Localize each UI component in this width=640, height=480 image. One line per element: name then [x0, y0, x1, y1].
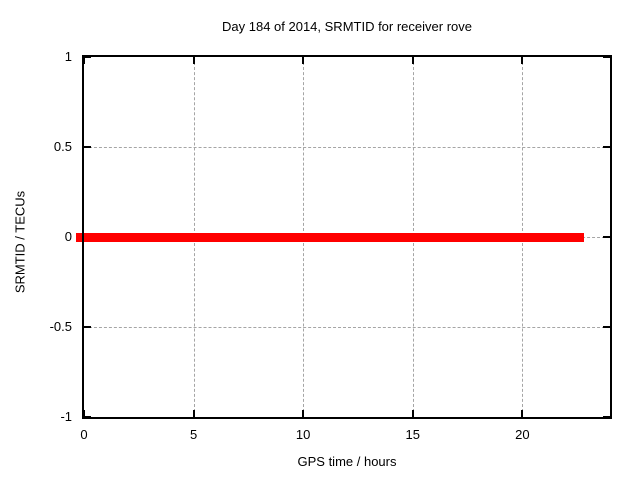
data-line-srmtid	[76, 232, 584, 242]
chart-title: Day 184 of 2014, SRMTID for receiver rov…	[222, 19, 472, 34]
gridline-horizontal	[84, 147, 610, 148]
x-tickmark-bottom	[192, 410, 195, 417]
y-tickmark-right	[603, 56, 610, 58]
plot-border	[82, 55, 612, 419]
x-tickmark-top	[411, 57, 414, 64]
y-tickmark-left	[84, 146, 91, 148]
gridline-horizontal	[84, 327, 610, 328]
x-tick-label: 15	[405, 427, 420, 442]
x-tickmark-bottom	[302, 410, 305, 417]
x-tickmark-top	[521, 57, 524, 64]
y-tickmark-right	[603, 236, 610, 238]
y-tickmark-left	[84, 326, 91, 328]
y-tick-label: 0	[64, 229, 72, 244]
x-axis-label: GPS time / hours	[297, 454, 397, 469]
x-tickmark-bottom	[411, 410, 414, 417]
y-tickmark-left	[84, 56, 91, 58]
x-tickmark-bottom	[521, 410, 524, 417]
y-tick-label: -1	[60, 409, 72, 424]
x-tick-label: 10	[295, 427, 311, 442]
y-tick-label: -0.5	[49, 319, 72, 334]
y-tickmark-right	[603, 326, 610, 328]
y-tick-label: 0.5	[53, 139, 72, 154]
x-tick-label: 0	[80, 427, 88, 442]
x-tick-label: 5	[189, 427, 198, 442]
x-tickmark-top	[83, 57, 85, 64]
x-tickmark-bottom	[83, 410, 85, 417]
x-tickmark-top	[192, 57, 195, 64]
y-tick-label: 1	[64, 49, 72, 64]
x-tick-label: 20	[515, 427, 530, 442]
x-tickmark-top	[302, 57, 305, 64]
y-tickmark-right	[603, 146, 610, 148]
